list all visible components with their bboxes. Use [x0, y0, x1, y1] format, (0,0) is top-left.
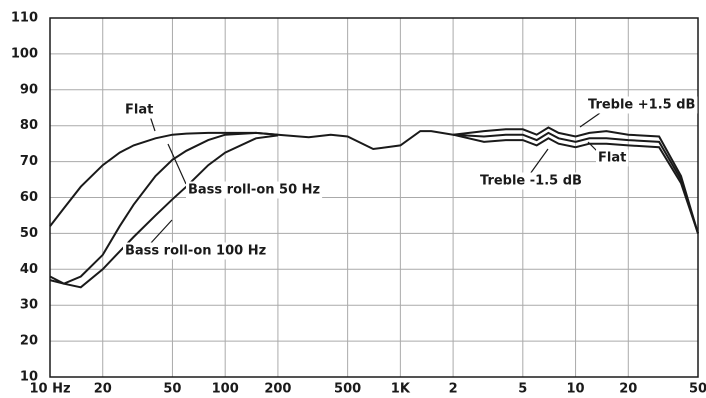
- y-tick-label: 40: [20, 262, 38, 277]
- x-tick-label: 100: [212, 382, 239, 397]
- y-tick-label: 20: [20, 334, 38, 349]
- x-tick-label: 50: [163, 382, 181, 397]
- x-tick-label: 2: [449, 382, 458, 397]
- leader-line: [167, 143, 187, 185]
- x-tick-label: 10 Hz: [29, 382, 70, 397]
- label-background: [596, 149, 629, 167]
- series-label: Flat: [125, 103, 153, 118]
- x-tick-label: 1K: [391, 382, 411, 397]
- leader-line: [149, 219, 173, 245]
- label-background: [186, 181, 323, 199]
- leader-line: [529, 148, 549, 175]
- series-label: Bass roll-on 100 Hz: [125, 244, 266, 259]
- y-tick-label: 10: [20, 370, 38, 385]
- series-label: Treble -1.5 dB: [480, 174, 582, 189]
- series-label: Treble +1.5 dB: [588, 98, 695, 113]
- series-label: Bass roll-on 50 Hz: [188, 183, 320, 198]
- x-tick-label: 5: [518, 382, 527, 397]
- series-line: [452, 126, 699, 234]
- y-tick-label: 110: [11, 11, 38, 26]
- y-tick-label: 30: [20, 298, 38, 313]
- x-tick-label: 200: [264, 382, 291, 397]
- y-tick-label: 50: [20, 226, 38, 241]
- label-background: [123, 242, 269, 260]
- series-line: [49, 131, 278, 285]
- y-tick-label: 80: [20, 118, 38, 133]
- x-tick-label: 20: [94, 382, 112, 397]
- plot-frame: [49, 17, 699, 378]
- x-tick-label: 20: [619, 382, 637, 397]
- label-background: [586, 96, 698, 114]
- y-tick-label: 60: [20, 190, 38, 205]
- series-label: Flat: [598, 151, 626, 166]
- y-tick-label: 100: [11, 46, 38, 61]
- leader-line: [579, 112, 601, 128]
- y-tick-label: 90: [20, 82, 38, 97]
- x-tick-label: 50: [689, 382, 706, 397]
- y-tick-label: 70: [20, 154, 38, 169]
- x-tick-label: 500: [334, 382, 361, 397]
- series-line: [49, 134, 279, 289]
- series-line: [49, 130, 699, 234]
- series-line: [452, 133, 699, 234]
- label-background: [123, 101, 156, 119]
- x-tick-label: 10: [567, 382, 585, 397]
- label-background: [478, 172, 584, 190]
